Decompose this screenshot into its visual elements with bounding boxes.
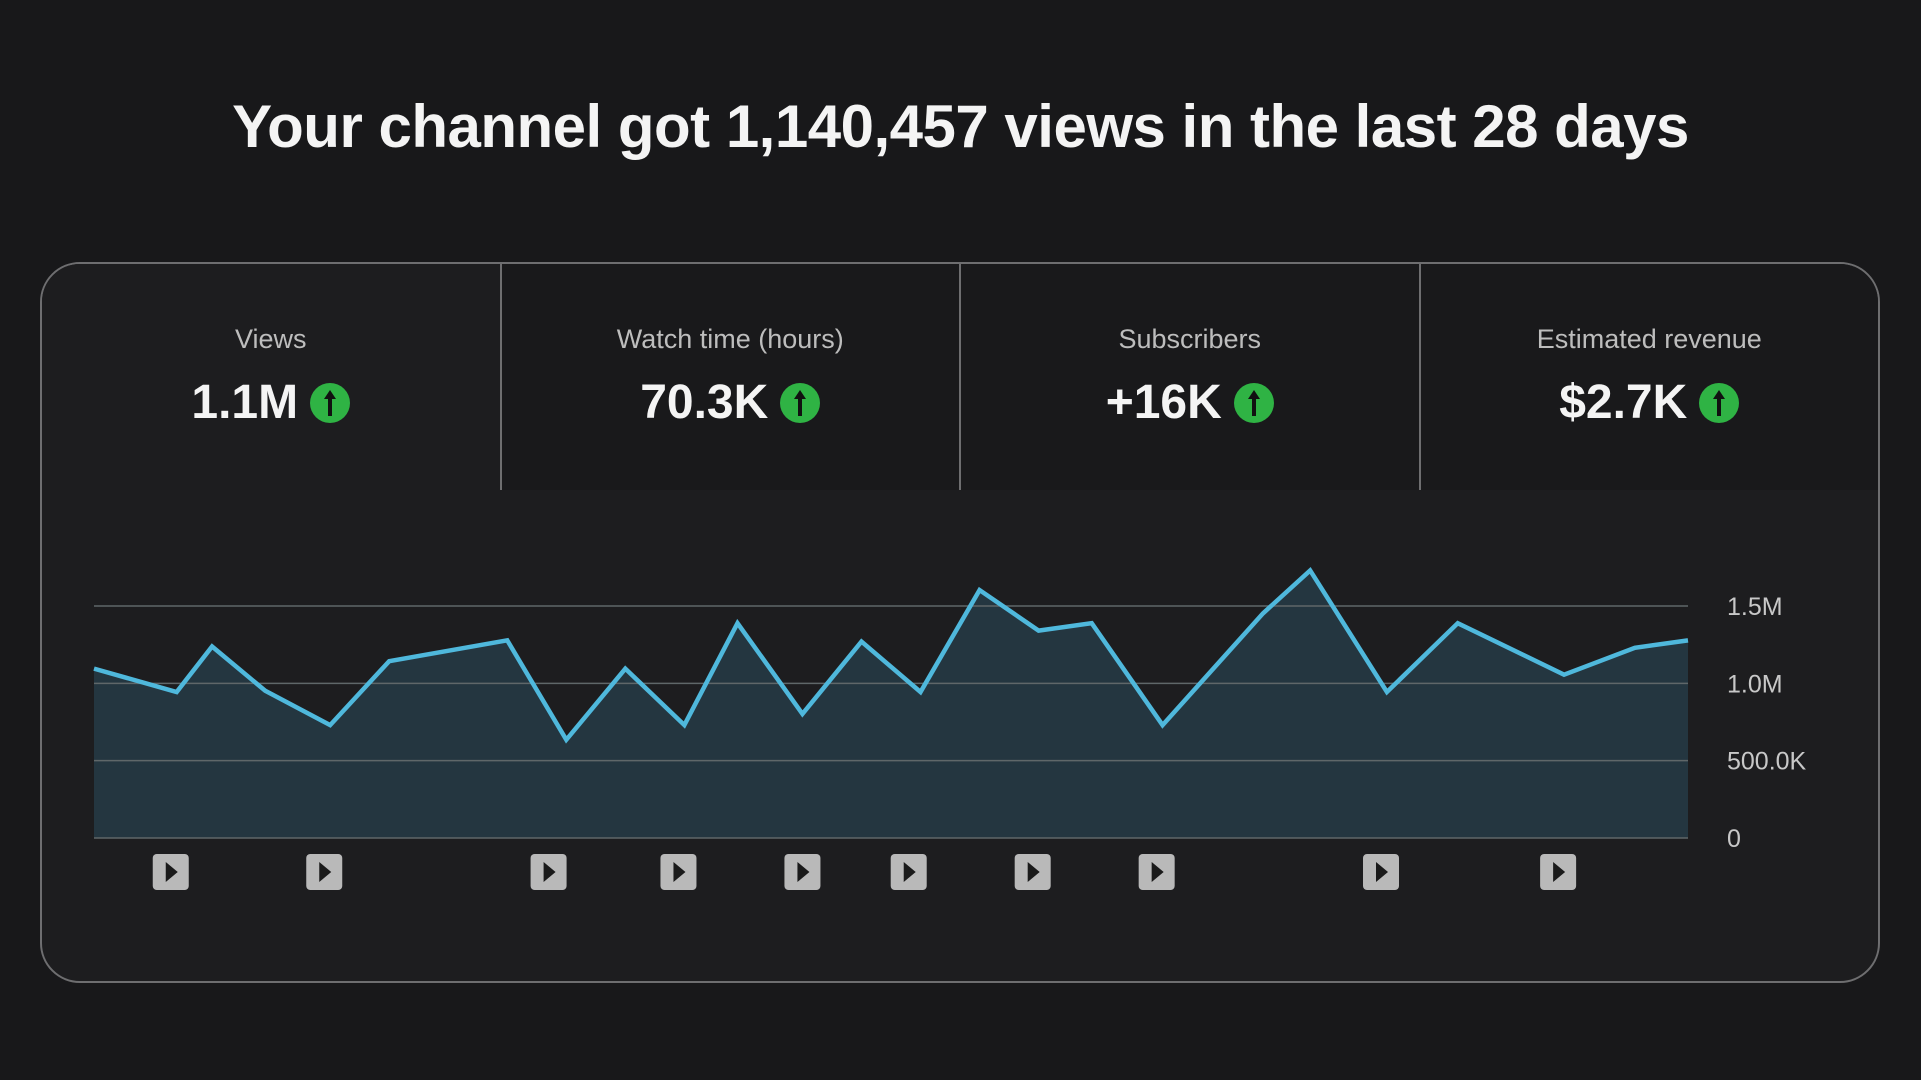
metric-tabs: Views 1.1M Watch time (hours) 70.3K Subs…	[42, 264, 1878, 490]
y-tick-label: 1.5M	[1727, 593, 1783, 621]
play-icon	[1376, 862, 1389, 882]
play-icon	[165, 862, 178, 882]
arrow-up-icon	[1699, 382, 1740, 423]
play-icon	[1553, 862, 1566, 882]
play-icon	[543, 862, 556, 882]
y-tick-label: 1.0M	[1727, 670, 1783, 698]
tab-views[interactable]: Views 1.1M	[42, 264, 500, 490]
play-icon	[797, 862, 810, 882]
y-tick-label: 500.0K	[1727, 748, 1807, 776]
tab-label: Subscribers	[1118, 324, 1262, 354]
y-tick-label: 0	[1727, 825, 1741, 853]
tab-estimated-revenue[interactable]: Estimated revenue $2.7K	[1418, 264, 1878, 490]
play-icon	[1027, 862, 1040, 882]
tab-value: 70.3K	[640, 376, 769, 429]
tab-label: Views	[234, 324, 307, 354]
tab-label: Watch time (hours)	[616, 324, 844, 354]
arrow-up-icon	[310, 382, 351, 423]
play-icon	[1151, 862, 1164, 882]
play-icon	[903, 862, 916, 882]
page-title: Your channel got 1,140,457 views in the …	[232, 93, 1689, 160]
tab-label: Estimated revenue	[1536, 324, 1762, 354]
arrow-up-icon	[780, 382, 821, 423]
arrow-up-icon	[1233, 382, 1274, 423]
tab-value: $2.7K	[1559, 376, 1688, 429]
tab-value: +16K	[1105, 376, 1222, 429]
chart-area-fill	[94, 570, 1688, 838]
tab-subscribers[interactable]: Subscribers +16K	[959, 264, 1419, 490]
tab-value: 1.1M	[191, 376, 299, 429]
play-icon	[319, 862, 332, 882]
tab-watch-time[interactable]: Watch time (hours) 70.3K	[499, 264, 959, 490]
play-icon	[673, 862, 686, 882]
